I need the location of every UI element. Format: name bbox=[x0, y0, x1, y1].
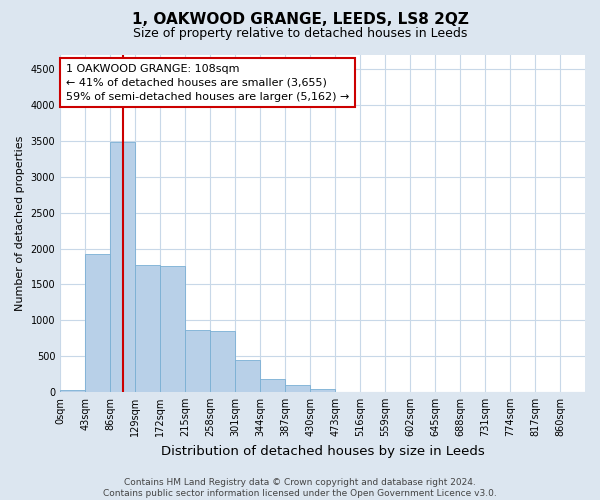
Bar bbox=[85, 254, 110, 392]
Bar bbox=[310, 388, 335, 392]
Bar bbox=[235, 360, 260, 392]
Text: 1, OAKWOOD GRANGE, LEEDS, LS8 2QZ: 1, OAKWOOD GRANGE, LEEDS, LS8 2QZ bbox=[131, 12, 469, 28]
Text: 1 OAKWOOD GRANGE: 108sqm
← 41% of detached houses are smaller (3,655)
59% of sem: 1 OAKWOOD GRANGE: 108sqm ← 41% of detach… bbox=[66, 64, 349, 102]
Bar bbox=[110, 142, 135, 392]
Bar bbox=[285, 386, 310, 392]
Text: Contains HM Land Registry data © Crown copyright and database right 2024.
Contai: Contains HM Land Registry data © Crown c… bbox=[103, 478, 497, 498]
Bar bbox=[60, 390, 85, 392]
X-axis label: Distribution of detached houses by size in Leeds: Distribution of detached houses by size … bbox=[161, 444, 484, 458]
Bar bbox=[185, 330, 210, 392]
Y-axis label: Number of detached properties: Number of detached properties bbox=[15, 136, 25, 311]
Bar bbox=[135, 265, 160, 392]
Bar bbox=[260, 380, 285, 392]
Bar bbox=[160, 266, 185, 392]
Bar bbox=[210, 331, 235, 392]
Text: Size of property relative to detached houses in Leeds: Size of property relative to detached ho… bbox=[133, 28, 467, 40]
